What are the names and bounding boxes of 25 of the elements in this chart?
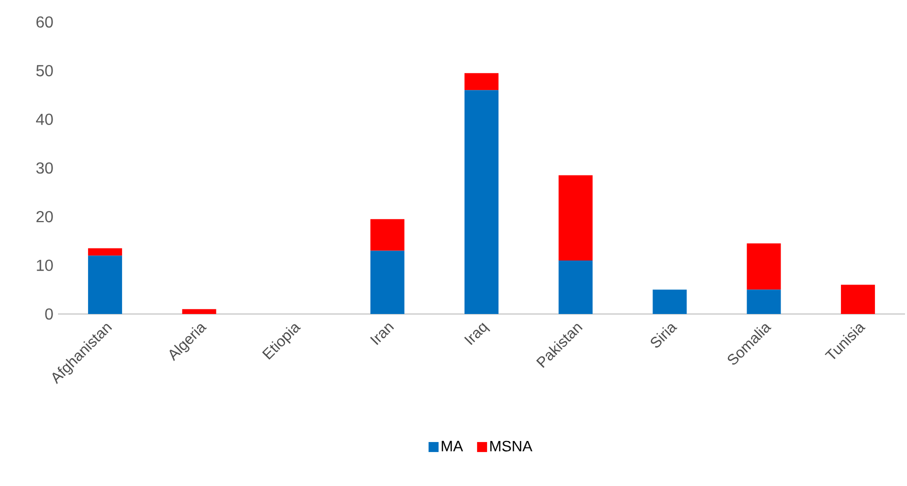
y-tick-label: 40 (36, 114, 53, 125)
bar (182, 309, 216, 314)
bar (370, 219, 404, 251)
y-tick-label: 60 (36, 16, 53, 28)
bar (464, 73, 499, 90)
y-tick-label: 50 (36, 65, 53, 76)
y-tick-label: 0 (45, 308, 53, 320)
bar (558, 260, 593, 314)
bar (370, 250, 404, 314)
bar (746, 243, 781, 290)
y-tick-label: 20 (36, 210, 53, 222)
bar (558, 175, 593, 260)
bar (652, 290, 687, 314)
legend-label: MSNA (490, 440, 532, 452)
bar (464, 90, 499, 314)
bar (840, 284, 875, 314)
y-tick-label: 10 (36, 260, 53, 271)
bar (746, 290, 781, 314)
bar (88, 256, 122, 314)
x-tick-label: Iran (370, 324, 394, 345)
x-tick-label: Iraq (464, 322, 490, 345)
y-tick-label: 30 (36, 162, 53, 174)
legend-label: MA (442, 440, 464, 452)
x-tick-label: Siria (650, 324, 678, 348)
bar (88, 248, 122, 256)
